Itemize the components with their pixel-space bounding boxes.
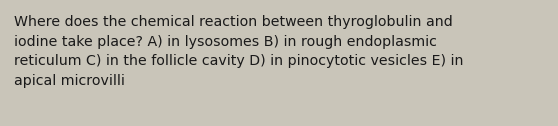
Text: Where does the chemical reaction between thyroglobulin and
iodine take place? A): Where does the chemical reaction between… — [14, 15, 464, 88]
